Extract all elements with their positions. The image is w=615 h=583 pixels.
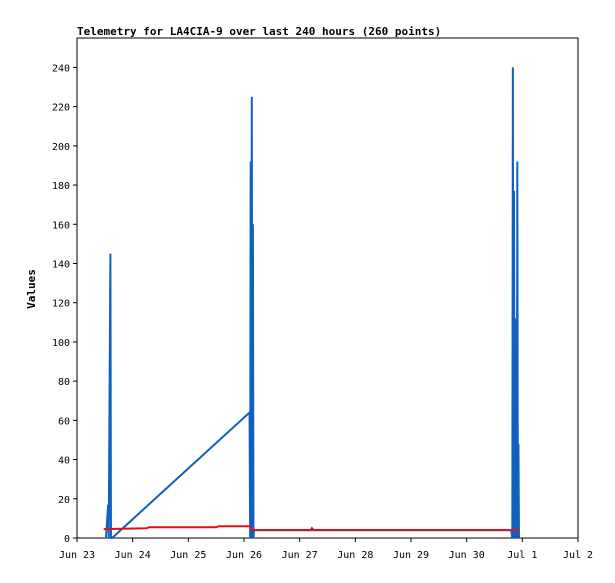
y-tick-label: 180 xyxy=(52,181,70,192)
series-line-1 xyxy=(103,525,519,532)
y-tick-label: 20 xyxy=(58,495,70,506)
y-tick-label: 100 xyxy=(52,338,70,349)
y-tick-label: 200 xyxy=(52,142,70,153)
y-tick-label: 0 xyxy=(64,534,70,545)
x-tick-label: Jun 25 xyxy=(170,550,206,561)
x-tick-label: Jun 26 xyxy=(226,550,262,561)
series-line-0 xyxy=(104,67,520,539)
x-tick-label: Jun 29 xyxy=(393,550,429,561)
y-tick-label: 160 xyxy=(52,220,70,231)
y-tick-label: 220 xyxy=(52,103,70,114)
y-tick-label: 140 xyxy=(52,259,70,270)
y-axis-ticks: 0 20 40 60 80 100 120 140 160 180 200 220 240 xyxy=(52,63,77,545)
x-tick-label: Jun 28 xyxy=(337,550,373,561)
x-tick-label: Jun 27 xyxy=(282,550,318,561)
y-tick-label: 80 xyxy=(58,377,70,388)
y-tick-label: 60 xyxy=(58,416,70,427)
x-tick-label: Jun 30 xyxy=(449,550,485,561)
x-tick-label: Jun 24 xyxy=(115,550,151,561)
x-tick-label: Jul 1 xyxy=(507,550,537,561)
x-tick-label: Jul 2 xyxy=(563,550,593,561)
y-tick-label: 120 xyxy=(52,299,70,310)
plot-area-frame xyxy=(76,37,579,539)
y-tick-label: 240 xyxy=(52,63,70,74)
x-tick-label: Jun 23 xyxy=(59,550,95,561)
y-tick-label: 40 xyxy=(58,456,70,467)
y-axis-label: Values xyxy=(25,269,38,309)
x-axis-ticks: Jun 23 Jun 24 Jun 25 Jun 26 Jun 27 Jun 28 Jun … xyxy=(59,538,593,561)
series-layer xyxy=(103,67,520,539)
chart-title: Telemetry for LA4CIA-9 over last 240 hou… xyxy=(77,25,441,38)
